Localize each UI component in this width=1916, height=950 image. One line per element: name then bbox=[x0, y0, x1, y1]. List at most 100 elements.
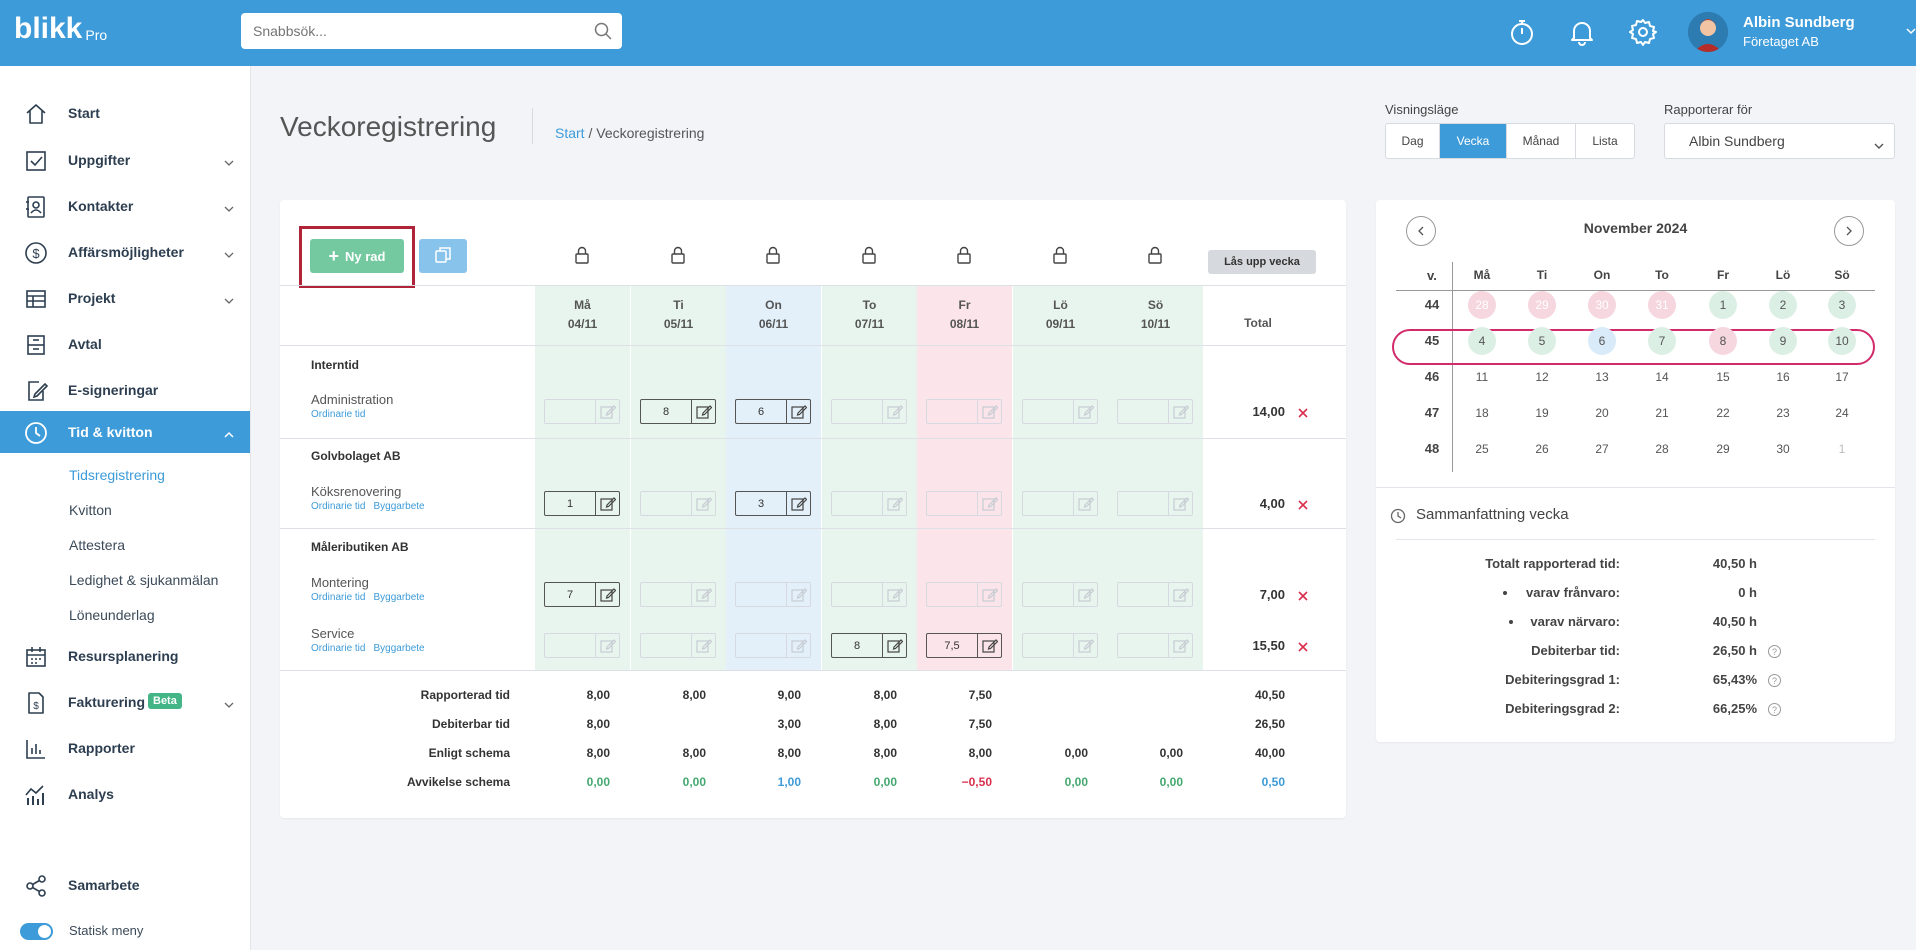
edit-icon[interactable] bbox=[1073, 583, 1097, 606]
calendar-day[interactable]: 31 bbox=[1648, 291, 1676, 319]
calendar-day[interactable]: 14 bbox=[1655, 370, 1669, 384]
calendar-day[interactable]: 11 bbox=[1475, 370, 1489, 384]
edit-icon[interactable] bbox=[1168, 583, 1192, 606]
calendar-day[interactable]: 8 bbox=[1709, 327, 1737, 355]
hours-input[interactable] bbox=[640, 491, 716, 516]
view-option-dag[interactable]: Dag bbox=[1386, 124, 1440, 158]
task-name[interactable]: Service bbox=[311, 626, 355, 641]
calendar-day[interactable]: 30 bbox=[1776, 442, 1790, 456]
hours-input[interactable] bbox=[544, 633, 620, 658]
edit-icon[interactable] bbox=[977, 492, 1001, 515]
calendar-day[interactable]: 17 bbox=[1835, 370, 1849, 384]
edit-icon[interactable] bbox=[882, 492, 906, 515]
calendar-day[interactable]: 24 bbox=[1835, 406, 1849, 420]
edit-icon[interactable] bbox=[882, 583, 906, 606]
sidebar-item-uppgifter[interactable]: Uppgifter bbox=[0, 139, 250, 181]
delete-icon[interactable] bbox=[1296, 498, 1310, 512]
edit-icon[interactable] bbox=[882, 400, 906, 423]
hours-input[interactable]: 8 bbox=[831, 633, 907, 658]
edit-icon[interactable] bbox=[691, 492, 715, 515]
sidebar-item-fakturering[interactable]: $ Fakturering Beta bbox=[0, 681, 250, 723]
copy-button[interactable] bbox=[419, 239, 467, 273]
edit-icon[interactable] bbox=[691, 583, 715, 606]
view-option-manad[interactable]: Månad bbox=[1507, 124, 1576, 158]
calendar-day[interactable]: 7 bbox=[1648, 327, 1676, 355]
calendar-day[interactable]: 15 bbox=[1716, 370, 1730, 384]
hours-input[interactable] bbox=[1022, 399, 1098, 424]
sidebar-item-resursplanering[interactable]: Resursplanering bbox=[0, 635, 250, 677]
edit-icon[interactable] bbox=[691, 400, 715, 423]
task-name[interactable]: Montering bbox=[311, 575, 369, 590]
lock-icon[interactable] bbox=[574, 246, 590, 264]
edit-icon[interactable] bbox=[977, 400, 1001, 423]
calendar-day[interactable]: 28 bbox=[1655, 442, 1669, 456]
edit-icon[interactable] bbox=[1073, 400, 1097, 423]
hours-input[interactable] bbox=[926, 582, 1002, 607]
calendar-day[interactable]: 12 bbox=[1535, 370, 1549, 384]
calendar-week-number[interactable]: 47 bbox=[1424, 405, 1440, 420]
calendar-week-number[interactable]: 44 bbox=[1424, 297, 1440, 312]
task-tag[interactable]: Byggarbete bbox=[373, 643, 425, 654]
edit-icon[interactable] bbox=[977, 634, 1001, 657]
edit-icon[interactable] bbox=[786, 634, 810, 657]
hours-input[interactable] bbox=[1022, 633, 1098, 658]
calendar-day[interactable]: 20 bbox=[1595, 406, 1609, 420]
edit-icon[interactable] bbox=[786, 492, 810, 515]
calendar-day[interactable]: 18 bbox=[1475, 406, 1489, 420]
task-name[interactable]: Köksrenovering bbox=[311, 484, 402, 499]
calendar-day[interactable]: 22 bbox=[1716, 406, 1730, 420]
calendar-day[interactable]: 9 bbox=[1769, 327, 1797, 355]
hours-input[interactable]: 6 bbox=[735, 399, 811, 424]
hours-input[interactable] bbox=[926, 399, 1002, 424]
user-menu[interactable]: Albin Sundberg Företaget AB bbox=[1688, 10, 1916, 56]
edit-icon[interactable] bbox=[1168, 634, 1192, 657]
chevron-down-icon[interactable] bbox=[1906, 24, 1916, 41]
calendar-day[interactable]: 16 bbox=[1776, 370, 1790, 384]
calendar-day[interactable]: 28 bbox=[1468, 291, 1496, 319]
calendar-week-number[interactable]: 45 bbox=[1424, 333, 1440, 348]
hours-input[interactable] bbox=[1117, 633, 1193, 658]
edit-icon[interactable] bbox=[1168, 492, 1192, 515]
hours-input[interactable] bbox=[831, 582, 907, 607]
new-row-button[interactable]: + Ny rad bbox=[310, 239, 404, 273]
delete-icon[interactable] bbox=[1296, 406, 1310, 420]
hours-input[interactable]: 7,5 bbox=[926, 633, 1002, 658]
edit-icon[interactable] bbox=[595, 400, 619, 423]
calendar-day[interactable]: 29 bbox=[1528, 291, 1556, 319]
edit-icon[interactable] bbox=[1073, 492, 1097, 515]
sidebar-sub-tidsregistrering[interactable]: Tidsregistrering bbox=[69, 467, 165, 483]
sidebar-sub-kvitton[interactable]: Kvitton bbox=[69, 502, 112, 518]
next-month-button[interactable] bbox=[1834, 216, 1864, 246]
calendar-day[interactable]: 5 bbox=[1528, 327, 1556, 355]
hours-input[interactable] bbox=[735, 582, 811, 607]
hours-input[interactable] bbox=[1117, 582, 1193, 607]
calendar-week-number[interactable]: 46 bbox=[1424, 369, 1440, 384]
sidebar-item-rapporter[interactable]: Rapporter bbox=[0, 727, 250, 769]
sidebar-item-tid-kvitton[interactable]: Tid & kvitton bbox=[0, 411, 250, 453]
edit-icon[interactable] bbox=[786, 400, 810, 423]
edit-icon[interactable] bbox=[595, 492, 619, 515]
calendar-day[interactable]: 30 bbox=[1588, 291, 1616, 319]
calendar-day[interactable]: 13 bbox=[1595, 370, 1609, 384]
calendar-day[interactable]: 27 bbox=[1595, 442, 1609, 456]
calendar-day[interactable]: 10 bbox=[1828, 327, 1856, 355]
sidebar-item-analys[interactable]: Analys bbox=[0, 773, 250, 815]
task-tag[interactable]: Byggarbete bbox=[373, 501, 425, 512]
logo[interactable]: blikk Pro bbox=[14, 14, 107, 44]
calendar-day[interactable]: 1 bbox=[1838, 442, 1846, 456]
edit-icon[interactable] bbox=[1073, 634, 1097, 657]
lock-icon[interactable] bbox=[670, 246, 686, 264]
hours-input[interactable] bbox=[831, 491, 907, 516]
hours-input[interactable] bbox=[831, 399, 907, 424]
lock-icon[interactable] bbox=[1052, 246, 1068, 264]
task-tag[interactable]: Byggarbete bbox=[373, 592, 425, 603]
sidebar-item-start[interactable]: Start bbox=[0, 92, 250, 134]
hours-input[interactable]: 1 bbox=[544, 491, 620, 516]
hours-input[interactable] bbox=[640, 633, 716, 658]
hours-input[interactable]: 7 bbox=[544, 582, 620, 607]
sidebar-sub-loneunderlag[interactable]: Löneunderlag bbox=[69, 607, 155, 623]
sidebar-item-avtal[interactable]: Avtal bbox=[0, 323, 250, 365]
delete-icon[interactable] bbox=[1296, 589, 1310, 603]
hours-input[interactable] bbox=[1022, 582, 1098, 607]
hours-input[interactable]: 3 bbox=[735, 491, 811, 516]
